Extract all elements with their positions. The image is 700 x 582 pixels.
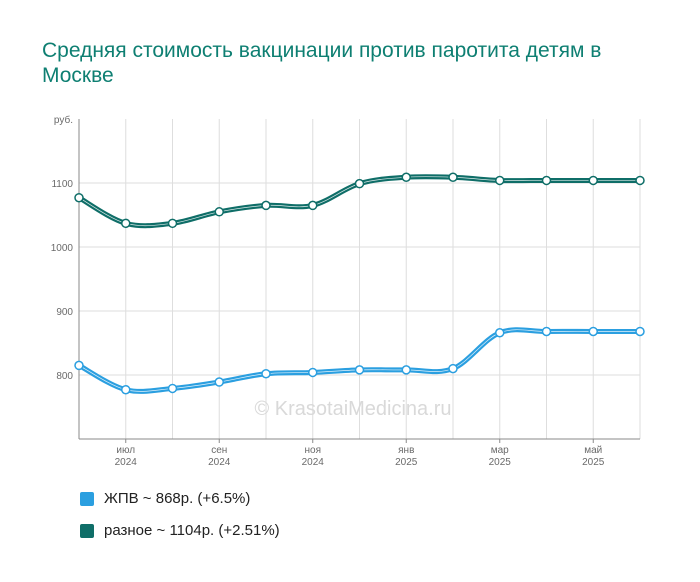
data-point <box>121 384 131 395</box>
x-tick-year-label: 2024 <box>302 457 325 468</box>
data-point <box>261 368 271 379</box>
data-point <box>354 365 365 375</box>
watermark: © KrasotaiMedicina.ru <box>254 398 451 420</box>
data-point <box>354 178 365 189</box>
chart-title: Средняя стоимость вакцинации против паро… <box>42 39 602 87</box>
x-tick-year-label: 2025 <box>395 457 418 468</box>
axes: 80090010001100руб.июл2024сен2024ноя2024я… <box>51 114 640 468</box>
legend-swatch <box>80 491 94 506</box>
data-point <box>588 175 598 186</box>
data-point <box>167 383 178 394</box>
x-tick-year-label: 2024 <box>208 457 231 468</box>
series-0 <box>74 326 645 395</box>
x-tick-year-label: 2024 <box>115 457 138 468</box>
legend-item-1[interactable]: разное ~ 1104р. (+2.51%) <box>80 522 280 539</box>
x-tick-label: июл <box>116 445 135 456</box>
data-point <box>495 328 505 338</box>
data-point <box>261 200 271 211</box>
x-tick-label: мар <box>491 445 509 456</box>
x-tick-label: ноя <box>305 445 322 456</box>
x-tick-year-label: 2025 <box>582 457 605 468</box>
legend: ЖПВ ~ 868р. (+6.5%) разное ~ 1104р. (+2.5… <box>80 490 280 554</box>
data-point <box>588 326 598 337</box>
y-unit-label: руб. <box>54 114 73 126</box>
legend-label: разное ~ 1104р. (+2.51%) <box>104 522 280 539</box>
y-tick-label: 800 <box>56 371 73 382</box>
x-tick-label: сен <box>211 445 227 456</box>
data-point <box>635 175 645 186</box>
y-tick-label: 1100 <box>51 179 73 190</box>
data-point <box>214 377 224 387</box>
data-point <box>635 326 645 337</box>
y-tick-label: 900 <box>56 307 73 318</box>
x-tick-label: янв <box>398 445 414 456</box>
legend-item-0[interactable]: ЖПВ ~ 868р. (+6.5%) <box>80 490 280 507</box>
legend-label: ЖПВ ~ 868р. (+6.5%) <box>104 490 251 507</box>
data-point <box>401 172 411 182</box>
data-point <box>214 207 224 217</box>
data-point <box>495 175 505 186</box>
data-point <box>448 363 458 374</box>
data-point <box>541 175 552 186</box>
data-point <box>308 200 318 211</box>
data-point <box>74 192 84 203</box>
data-point <box>121 218 131 229</box>
data-point <box>308 367 318 378</box>
data-point <box>74 360 84 371</box>
data-point <box>541 326 552 337</box>
x-tick-label: май <box>584 445 602 456</box>
x-tick-year-label: 2025 <box>489 457 512 468</box>
y-tick-label: 1000 <box>51 243 74 254</box>
data-point <box>401 365 411 375</box>
series-layer <box>74 172 645 395</box>
data-point <box>448 172 458 182</box>
legend-swatch <box>80 523 94 538</box>
data-point <box>167 218 178 229</box>
series-1 <box>74 172 645 229</box>
